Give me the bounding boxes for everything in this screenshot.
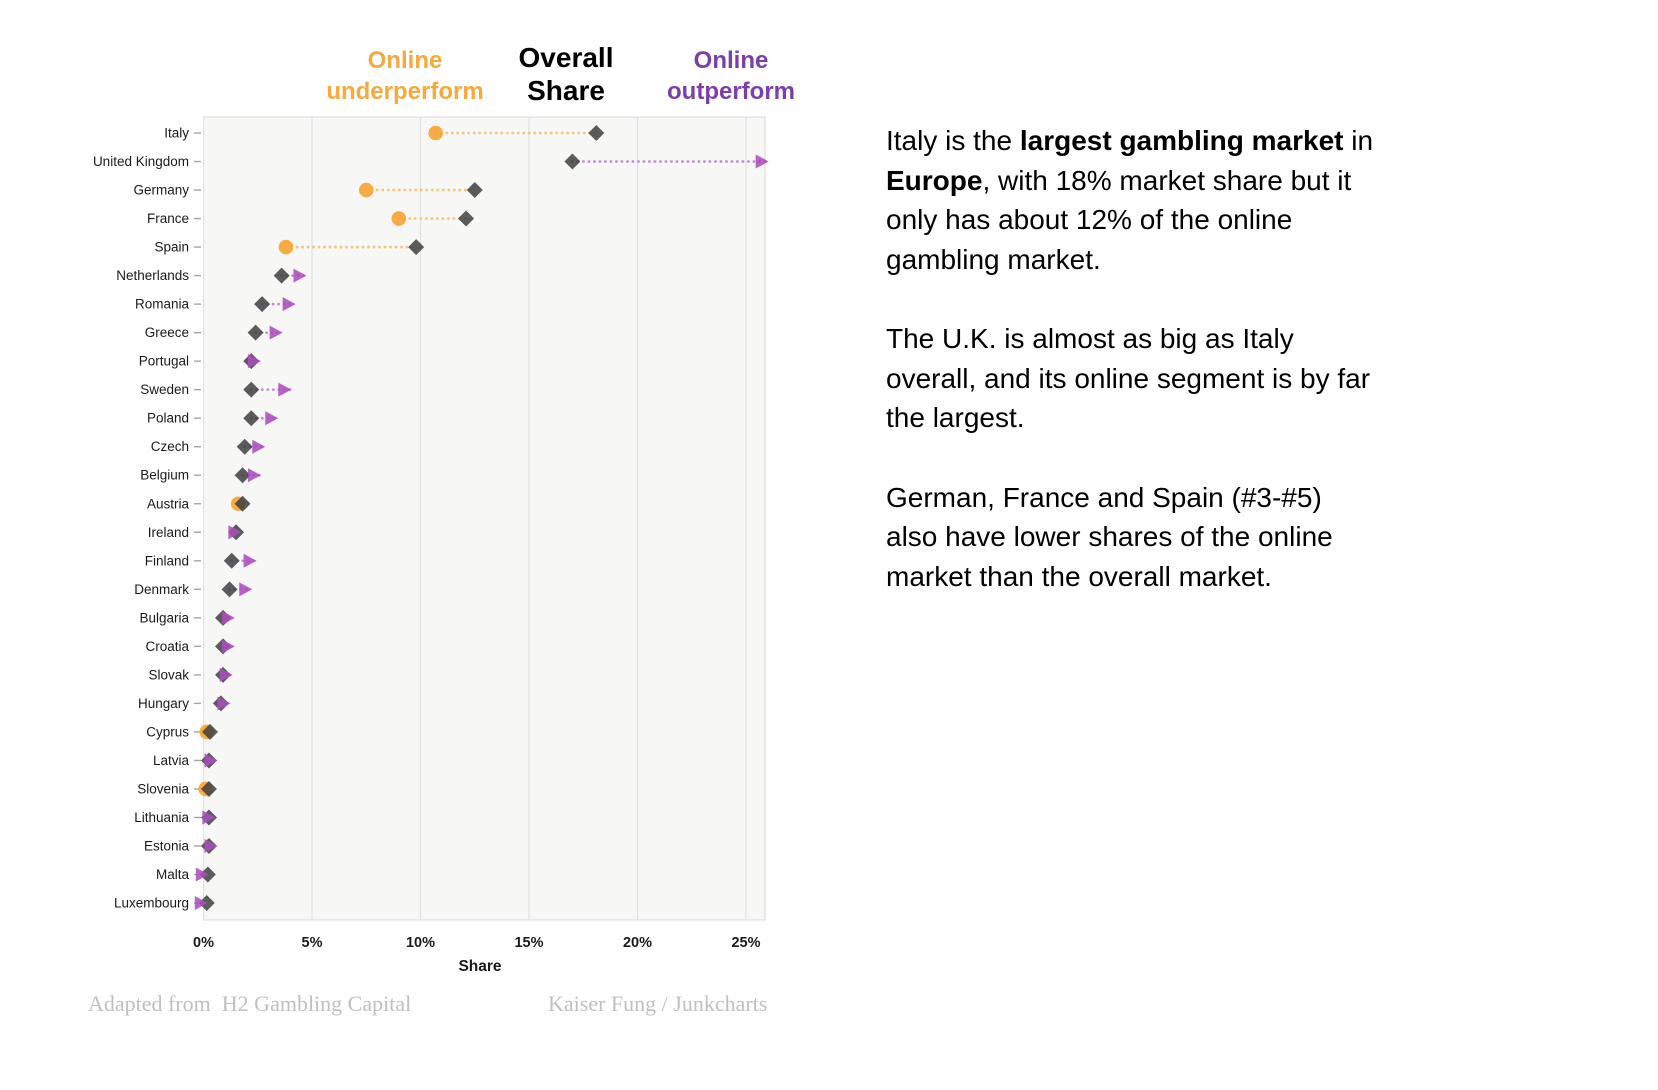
online-outperform-marker (221, 610, 235, 625)
commentary-paragraph: The U.K. is almost as big as Italy overal… (886, 323, 1371, 433)
overall-share-marker (202, 723, 219, 740)
country-label: Austria (147, 496, 190, 511)
plot-background (203, 116, 766, 921)
online-outperform-marker (228, 525, 242, 540)
online-outperform-marker (247, 354, 261, 369)
dumbbell-chart-svg: Italy United Kingdom Germany France Spain Net… (93, 116, 770, 975)
country-label: Finland (145, 553, 189, 568)
country-label: Sweden (140, 382, 189, 397)
country-label: Spain (154, 240, 189, 255)
online-underperform-marker (391, 211, 407, 226)
country-label: Lithuania (134, 810, 189, 825)
country-label: Ireland (148, 525, 189, 540)
x-tick-label: 25% (731, 935, 760, 951)
overall-share-marker (564, 153, 581, 170)
online-outperform-marker (755, 154, 769, 169)
online-outperform-marker (282, 297, 296, 312)
legend-overall-share: Overall Share (518, 42, 614, 106)
country-label: Belgium (140, 468, 189, 483)
legend-online-underperform: Online underperform (326, 47, 484, 105)
online-outperform-marker (219, 667, 233, 682)
footer-source: Adapted from H2 Gambling Capital (88, 991, 412, 1016)
country-label: Denmark (134, 582, 189, 597)
overall-share-marker (243, 381, 260, 398)
country-label: Estonia (144, 839, 190, 854)
x-tick-label: 15% (514, 935, 543, 951)
footer-credit: Kaiser Fung / Junkcharts (548, 991, 768, 1016)
online-outperform-marker (293, 268, 307, 283)
online-outperform-marker (278, 382, 292, 397)
online-outperform-marker (195, 867, 209, 882)
country-label: Hungary (138, 696, 189, 711)
online-outperform-marker (221, 639, 235, 654)
x-axis-title: Share (458, 958, 501, 975)
online-outperform-marker (247, 468, 261, 483)
country-label: Poland (147, 411, 189, 426)
online-underperform-marker (358, 182, 374, 198)
x-tick-label: 20% (623, 935, 652, 951)
x-tick-label: 0% (193, 935, 214, 951)
country-label: Malta (156, 867, 190, 882)
overall-share-marker (200, 780, 217, 797)
country-label: Croatia (145, 639, 189, 654)
overall-share-marker (223, 552, 240, 569)
online-underperform-marker (278, 239, 294, 255)
online-outperform-marker (194, 896, 208, 911)
online-outperform-marker (269, 325, 283, 340)
country-label: France (147, 211, 189, 226)
country-label: Germany (133, 183, 189, 198)
country-label: Bulgaria (139, 610, 189, 625)
overall-share-marker (234, 467, 251, 484)
x-tick-label: 10% (406, 935, 435, 951)
commentary-paragraph: Italy is the largest gambling market in E… (886, 125, 1374, 275)
country-label: Italy (164, 126, 189, 141)
overall-share-marker (243, 410, 260, 427)
legend-online-outperform: Online outperform (667, 47, 795, 105)
country-label: Latvia (153, 753, 190, 768)
online-outperform-marker (239, 582, 253, 597)
country-label: Romania (135, 297, 190, 312)
country-label: Slovak (148, 667, 189, 682)
online-outperform-marker (243, 553, 257, 568)
x-tick-label: 5% (302, 935, 323, 951)
online-outperform-marker (265, 411, 279, 426)
country-label: Greece (145, 325, 189, 340)
commentary-text: Italy is the largest gambling market in E… (886, 121, 1526, 636)
country-label: Slovenia (137, 781, 189, 796)
online-outperform-marker (252, 439, 266, 454)
overall-share-marker (236, 438, 253, 455)
country-label: Netherlands (116, 268, 189, 283)
overall-share-marker (273, 267, 290, 284)
overall-share-marker (254, 296, 271, 313)
country-label: Cyprus (146, 724, 189, 739)
overall-share-marker (234, 495, 251, 512)
overall-share-marker (588, 125, 605, 141)
overall-share-marker (221, 581, 238, 598)
online-outperform-marker (217, 696, 231, 711)
commentary-paragraph: German, France and Spain (#3-#5) also hav… (886, 481, 1333, 592)
country-label: Czech (151, 439, 189, 454)
country-label: Luxembourg (114, 896, 189, 911)
online-outperform-marker (202, 810, 216, 825)
overall-share-marker (458, 210, 475, 227)
overall-share-marker (466, 182, 483, 199)
overall-share-marker (247, 324, 264, 341)
online-outperform-marker (204, 839, 218, 853)
country-label: Portugal (139, 354, 189, 369)
country-label: United Kingdom (93, 154, 189, 169)
online-underperform-marker (428, 125, 443, 141)
overall-share-marker (408, 239, 425, 256)
online-outperform-marker (204, 753, 218, 768)
